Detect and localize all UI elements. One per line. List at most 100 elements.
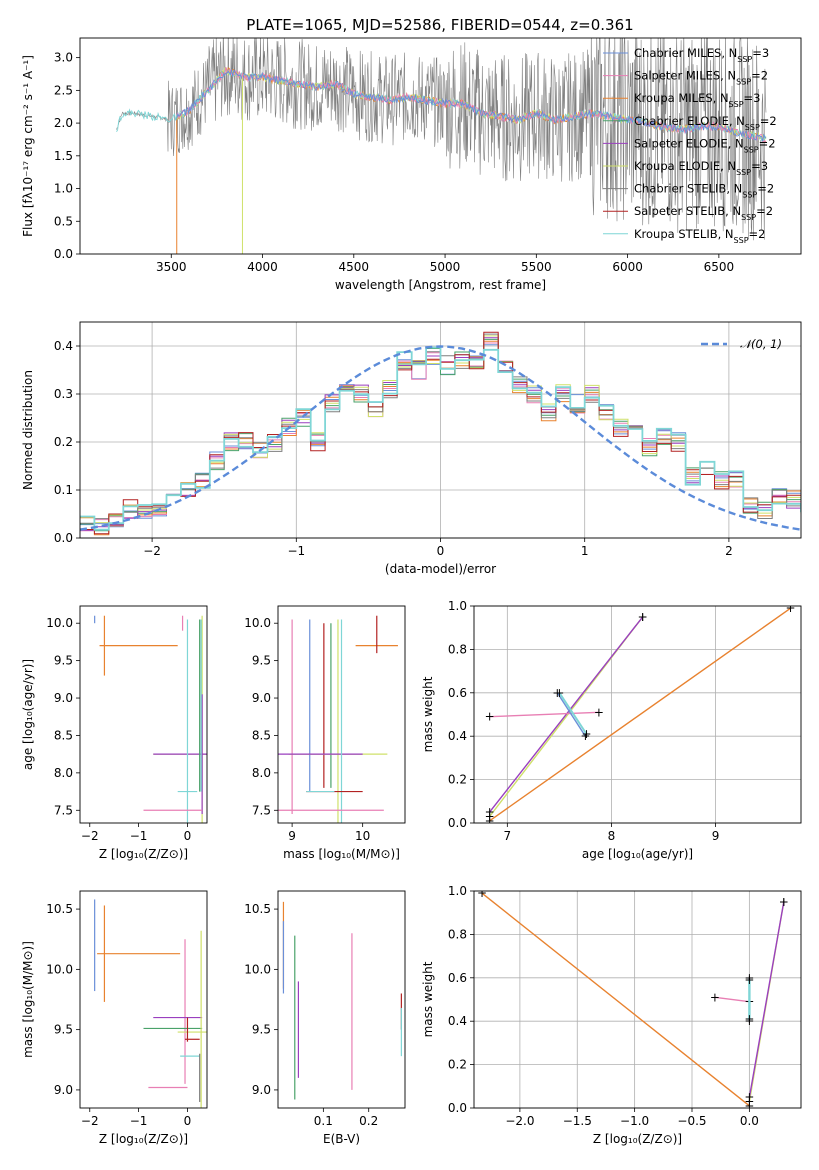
age-weight-marker: + [638,610,648,624]
age-weight-marker: + [580,729,590,743]
z-weight-marker: + [744,1099,754,1113]
legend-label-salpeter_stelib: Salpeter STELIB, NSSP=2 [634,204,773,222]
tick-label-y: 8.0 [252,766,271,780]
tick-label-y: 0.0 [54,531,73,545]
panel-spectrum: 3500 4000 4500 5000 5500 6000 6500 0.0 0.5 1.0 1.5… [21,37,802,292]
tick-label-x: −1 [130,829,148,843]
axes-frame [473,890,802,1109]
tick-label-x: 7 [504,829,512,843]
tick-label-y: 0.4 [448,729,467,743]
tick-label-y: 10.0 [244,616,271,630]
tick-label-y: 9.0 [252,691,271,705]
tick-label-x: 0 [184,1114,192,1128]
plot-area-residuals [80,331,801,536]
tick-label-y: 0.2 [448,773,467,787]
gaussian-curve [80,345,801,531]
tick-label-y: 9.5 [54,654,73,668]
tick-label-y: 10.0 [46,616,73,630]
age-weight-marker: + [554,686,564,700]
age-weight-marker: + [594,705,604,719]
axis-label-x: age [log₁₀(age/yr)] [582,847,693,861]
age-weight-line-salpeter_elodie [489,616,644,813]
axis-label-x: E(B-V) [323,1132,360,1146]
legend-label-kroupa_elodie: Kroupa ELODIE, NSSP=3 [634,159,768,177]
histogram-kroupa_stelib [80,346,801,531]
tick-label-y: 0.8 [448,927,467,941]
tick-label-x: −2.0 [505,1114,534,1128]
tick-label-y: 0.3 [54,387,73,401]
tick-label-x: 6000 [612,260,643,274]
axis-label-y: mass [log₁₀(M/M⊙)] [21,941,35,1058]
histogram-salpeter_miles [80,342,801,532]
z-weight-marker: + [477,886,487,900]
z-weight-marker: + [744,1014,754,1028]
plot-area-z-age [94,615,207,823]
age-weight-line-kroupa_stelib [558,692,588,735]
tick-label-y: 0.0 [448,816,467,830]
legend-label-kroupa_stelib: Kroupa STELIB, NSSP=2 [634,227,765,245]
tick-label-x: 0.1 [314,1114,333,1128]
legend-label-chabrier_elodie: Chabrier ELODIE, NSSP=2 [634,114,777,132]
axis-label-y: Flux [fλ10⁻¹⁷ erg cm⁻² s⁻¹ A⁻¹] [21,55,35,237]
age-weight-marker: + [485,809,495,823]
tick-label-x: −1.0 [620,1114,649,1128]
age-weight-marker: + [638,610,648,624]
z-weight-line-kroupa_miles [481,892,750,1107]
tick-label-y: 1.0 [448,884,467,898]
tick-label-x: −1 [130,1114,148,1128]
legend-label-chabrier_miles: Chabrier MILES, NSSP=3 [634,46,769,64]
tick-label-y: 9.5 [252,654,271,668]
z-weight-marker: + [744,1094,754,1108]
legend-label-gauss: 𝒩(0, 1) [740,337,782,351]
plot-area-mass-age [278,615,398,823]
tick-label-x: 5000 [430,260,461,274]
z-weight-line-salpeter_elodie [748,901,785,1098]
tick-label-x: −2 [81,829,99,843]
age-weight-line-salpeter_miles [489,711,600,718]
plot-area-ebv-mass [282,901,402,1100]
tick-label-y: 1.5 [54,149,73,163]
tick-label-y: 0.4 [448,1014,467,1028]
histogram-salpeter_stelib [80,331,801,535]
tick-label-x: −2 [81,1114,99,1128]
legend-label-chabrier_stelib: Chabrier STELIB, NSSP=2 [634,182,774,200]
axes-frame [79,605,208,824]
spectrum-legend: Chabrier MILES, NSSP=3 Salpeter MILES, NS… [603,46,777,244]
tick-label-x: 4500 [339,260,370,274]
axis-label-y: Normed distribution [21,370,35,490]
tick-label-y: 0.1 [54,483,73,497]
tick-label-y: 7.5 [252,803,271,817]
age-weight-line-chabrier_miles [556,692,586,737]
tick-label-y: 0.6 [448,686,467,700]
z-weight-marker: + [779,895,789,909]
panel-z-age: −2 −1 0 7.5 8.0 8.5 9.0 9.5 10.0 Z [log₁₀(Z/Z⊙)] a… [21,605,208,861]
tick-label-x: 9 [288,829,296,843]
tick-label-y: 10.0 [46,962,73,976]
age-weight-marker: + [485,805,495,819]
tick-label-x: 4000 [247,260,278,274]
tick-label-x: 8 [608,829,616,843]
tick-label-y: 0.0 [448,1101,467,1115]
age-weight-marker: + [552,686,562,700]
tick-label-y: 2.5 [54,83,73,97]
tick-label-x: −0.5 [677,1114,706,1128]
histogram-kroupa_elodie [80,335,801,524]
tick-label-y: 0.6 [448,971,467,985]
tick-label-x: 0.2 [359,1114,378,1128]
z-weight-marker: + [710,990,720,1004]
tick-label-x: 10 [355,829,370,843]
axis-label-x: wavelength [Angstrom, rest frame] [335,278,546,292]
axes-frame [277,890,406,1109]
legend-label-salpeter_miles: Salpeter MILES, NSSP=2 [634,69,768,87]
z-weight-marker: + [744,1090,754,1104]
tick-label-y: 0.4 [54,339,73,353]
histogram-kroupa_miles [80,340,801,536]
spectrum-model-chabrier_miles [176,69,767,142]
tick-label-x: 2 [725,544,733,558]
tick-label-y: 0.2 [54,435,73,449]
axis-label-x: Z [log₁₀(Z/Z⊙)] [99,847,188,861]
tick-label-x: 0.0 [740,1114,759,1128]
z-weight-marker: + [779,895,789,909]
tick-label-x: 0 [437,544,445,558]
z-weight-marker: + [744,973,754,987]
